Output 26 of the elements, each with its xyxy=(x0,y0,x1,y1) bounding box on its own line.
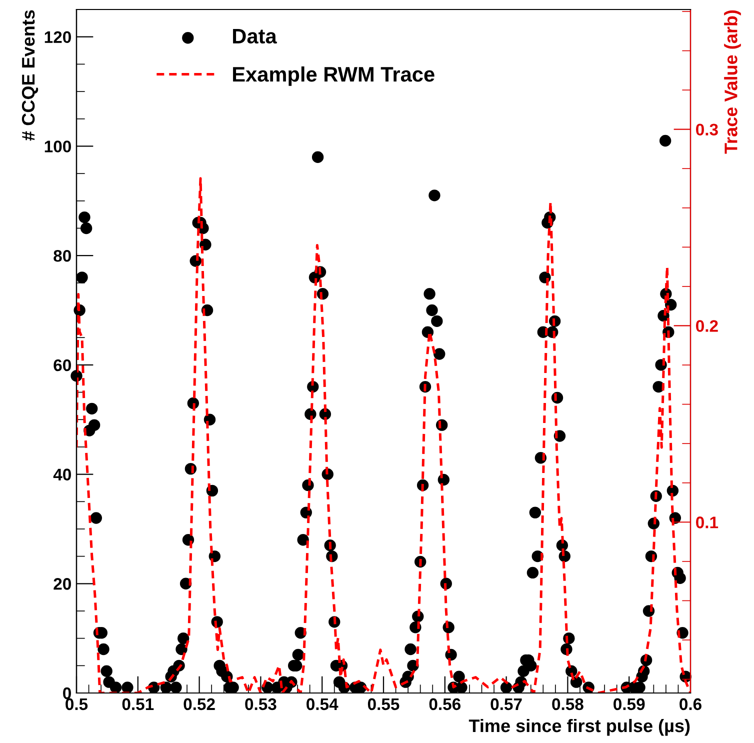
x-tick-label: 0.5 xyxy=(66,698,88,710)
x-axis-title: Time since first pulse (µs) xyxy=(468,718,690,736)
y2-tick-label: 0.2 xyxy=(696,320,718,332)
x-tick-label: 0.59 xyxy=(614,698,645,710)
x-tick-label: 0.57 xyxy=(490,698,522,710)
y-tick-label: 60 xyxy=(54,359,71,372)
x-tick-label: 0.53 xyxy=(245,698,276,710)
y-tick-label: 120 xyxy=(44,31,71,44)
y2-axis-title: Trace Value (arb) xyxy=(724,10,741,154)
y-tick-label: 20 xyxy=(54,578,71,590)
x-tick-label: 0.54 xyxy=(306,698,338,710)
x-tick-label: 0.58 xyxy=(552,698,584,710)
y-tick-label: 100 xyxy=(44,140,71,152)
y-tick-label: 40 xyxy=(53,468,71,480)
x-tick-label: 0.56 xyxy=(429,698,461,710)
y2-tick-label: 0.1 xyxy=(696,516,718,528)
legend-label: Example RWM Trace xyxy=(233,66,434,86)
y2-tick-label: 0.3 xyxy=(696,124,718,136)
y-tick-label: 80 xyxy=(54,250,71,262)
y-tick-label: 0 xyxy=(63,687,71,700)
legend-label: Data xyxy=(233,29,277,44)
x-tick-label: 0.6 xyxy=(680,698,702,710)
x-tick-label: 0.55 xyxy=(368,698,400,710)
y-axis-title: # CCQE Events xyxy=(22,10,38,141)
x-tick-label: 0.52 xyxy=(184,698,215,710)
x-tick-label: 0.51 xyxy=(122,698,154,710)
